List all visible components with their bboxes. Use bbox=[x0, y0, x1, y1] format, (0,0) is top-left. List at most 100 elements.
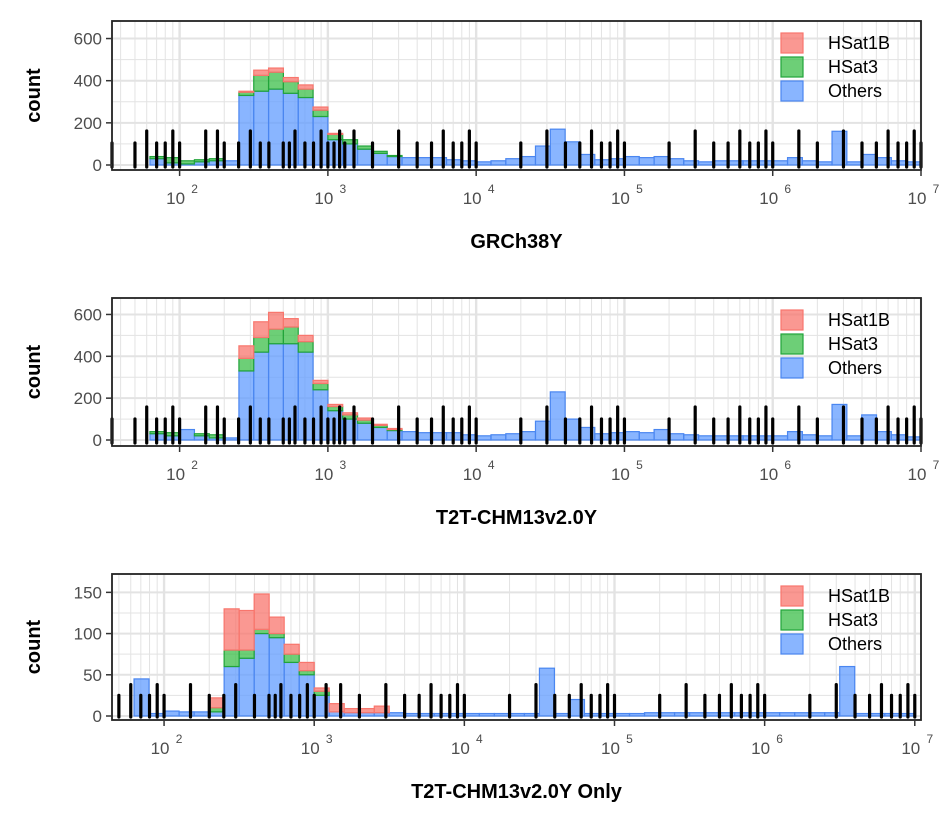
bar-others bbox=[623, 431, 640, 441]
y-axis-title: count bbox=[23, 68, 45, 123]
bar-hsat1b bbox=[238, 345, 255, 360]
bar-others bbox=[861, 153, 878, 166]
bar-others bbox=[854, 712, 871, 717]
legend-label: HSat1B bbox=[828, 310, 890, 330]
bar-hsat1b bbox=[283, 643, 300, 655]
x-tick-label: 10 bbox=[463, 465, 482, 484]
x-tick-exponent: 3 bbox=[340, 182, 347, 196]
bar-others bbox=[653, 155, 670, 166]
bar-hsat3 bbox=[312, 109, 329, 118]
legend-label: HSat3 bbox=[828, 610, 878, 630]
bar-others bbox=[628, 712, 646, 717]
bar-others bbox=[179, 428, 196, 441]
bar-others bbox=[403, 712, 420, 717]
bar-hsat3 bbox=[283, 653, 300, 664]
y-tick-label: 0 bbox=[93, 156, 102, 175]
bar-others bbox=[463, 712, 480, 717]
bar-others bbox=[493, 712, 510, 717]
legend-label: Others bbox=[828, 81, 882, 101]
chart-panel-1: 0 200 400 600 10 2 10 3 10 4 10 5 10 6 10 7 GRCh38Y count… bbox=[23, 20, 940, 253]
x-tick-label: 10 bbox=[314, 465, 333, 484]
x-tick-label: 10 bbox=[611, 189, 630, 208]
x-tick-exponent: 4 bbox=[476, 732, 483, 746]
legend-key-hsat1b bbox=[780, 585, 804, 607]
bar-others bbox=[613, 712, 631, 717]
x-tick-exponent: 7 bbox=[933, 182, 940, 196]
y-tick-label: 600 bbox=[74, 30, 102, 49]
x-tick-label: 10 bbox=[759, 189, 778, 208]
bar-others bbox=[553, 712, 571, 717]
y-tick-label: 200 bbox=[74, 114, 102, 133]
bar-others bbox=[253, 632, 270, 717]
y-tick-label: 100 bbox=[74, 625, 102, 644]
bar-hsat3 bbox=[356, 145, 373, 150]
bar-others bbox=[668, 433, 685, 441]
x-tick-exponent: 7 bbox=[933, 458, 940, 472]
x-tick-exponent: 6 bbox=[776, 732, 783, 746]
bar-hsat1b bbox=[208, 697, 225, 709]
bar-hsat1b bbox=[327, 403, 344, 408]
legend-label: HSat3 bbox=[828, 334, 878, 354]
bar-others bbox=[712, 435, 729, 441]
bar-hsat1b bbox=[312, 106, 329, 111]
legend-label: HSat1B bbox=[828, 586, 890, 606]
bar-others bbox=[416, 432, 433, 441]
bar-hsat1b bbox=[328, 703, 345, 713]
bar-others bbox=[653, 428, 670, 441]
bar-others bbox=[223, 160, 240, 166]
bar-hsat3 bbox=[253, 628, 270, 635]
bar-hsat1b bbox=[267, 67, 285, 73]
bar-hsat3 bbox=[267, 328, 285, 345]
bar-hsat3 bbox=[386, 154, 403, 158]
bar-hsat3 bbox=[371, 150, 388, 155]
x-tick-exponent: 3 bbox=[340, 458, 347, 472]
bar-others bbox=[163, 710, 180, 717]
x-tick-label: 10 bbox=[611, 465, 630, 484]
x-tick-label: 10 bbox=[151, 739, 170, 758]
plot-frame bbox=[111, 297, 922, 447]
legend: HSat1B HSat3 Others bbox=[780, 585, 890, 655]
legend-label: HSat3 bbox=[828, 57, 878, 77]
bar-others bbox=[388, 712, 405, 717]
bar-others bbox=[505, 158, 522, 166]
bar-others bbox=[658, 712, 676, 717]
bar-others bbox=[267, 88, 285, 166]
bar-others bbox=[794, 712, 811, 717]
bar-others bbox=[638, 432, 655, 441]
x-tick-label: 10 bbox=[751, 739, 770, 758]
bar-hsat1b bbox=[312, 379, 329, 385]
bar-others bbox=[697, 161, 715, 166]
bar-others bbox=[475, 161, 492, 166]
x-tick-label: 10 bbox=[166, 189, 185, 208]
bar-hsat1b bbox=[282, 318, 299, 328]
x-tick-exponent: 4 bbox=[488, 458, 495, 472]
bar-others bbox=[564, 141, 581, 166]
bar-hsat1b bbox=[371, 423, 388, 426]
bar-hsat1b bbox=[253, 69, 270, 77]
bar-hsat3 bbox=[297, 88, 314, 99]
bar-others bbox=[478, 712, 495, 717]
x-tick-label: 10 bbox=[166, 465, 185, 484]
bar-hsat1b bbox=[253, 321, 270, 339]
bar-others bbox=[208, 711, 225, 717]
x-tick-label: 10 bbox=[301, 739, 320, 758]
bar-others bbox=[401, 431, 418, 441]
bar-others bbox=[564, 418, 581, 441]
bar-hsat3 bbox=[298, 670, 315, 676]
bar-hsat1b bbox=[238, 90, 255, 93]
legend-key-hsat3 bbox=[780, 609, 804, 631]
x-tick-exponent: 2 bbox=[191, 458, 198, 472]
bar-hsat3 bbox=[312, 382, 329, 391]
y-tick-label: 600 bbox=[74, 305, 102, 324]
bar-others bbox=[223, 437, 240, 441]
plot-frame bbox=[111, 20, 922, 171]
bar-hsat3 bbox=[223, 649, 240, 668]
legend: HSat1B HSat3 Others bbox=[780, 32, 890, 102]
legend-key-others bbox=[780, 633, 804, 655]
x-axis-title: GRCh38Y bbox=[470, 231, 563, 253]
bar-others bbox=[764, 712, 781, 717]
bar-others bbox=[401, 157, 418, 166]
bar-others bbox=[490, 160, 507, 166]
bar-others bbox=[846, 435, 863, 441]
